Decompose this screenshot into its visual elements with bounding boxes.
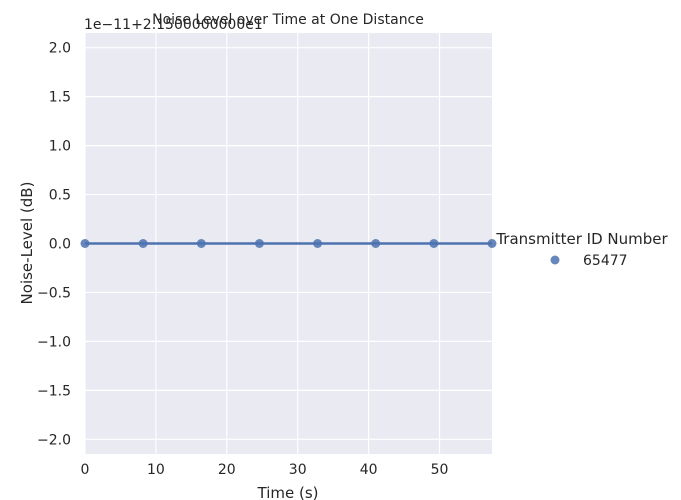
- legend-label: 65477: [583, 253, 628, 269]
- y-tick-label: 0.0: [49, 237, 71, 253]
- y-tick-label: 1.5: [49, 90, 71, 106]
- y-offset-label: 1e−11+2.1500000000e1: [84, 17, 263, 33]
- data-point: [254, 239, 264, 248]
- y-tick-labels: 2.0 1.5 1.0 0.5 0.0 −0.5 −1.0 −1.5 −2.0: [37, 41, 71, 449]
- x-tick-label: 50: [431, 462, 449, 478]
- x-tick-label: 40: [360, 462, 378, 478]
- x-tick-label: 30: [289, 462, 307, 478]
- x-tick-label: 20: [218, 462, 236, 478]
- x-axis-label: Time (s): [257, 484, 319, 500]
- y-tick-label: −1.0: [37, 334, 71, 350]
- y-tick-label: −0.5: [37, 285, 71, 301]
- data-point: [429, 239, 439, 248]
- y-tick-label: −2.0: [37, 432, 71, 448]
- data-point: [80, 239, 90, 248]
- data-point: [487, 239, 497, 248]
- x-tick-label: 0: [81, 462, 90, 478]
- data-point: [313, 239, 323, 248]
- y-tick-label: 1.0: [49, 139, 71, 155]
- x-tick-labels: 0 10 20 30 40 50: [81, 462, 449, 478]
- x-tick-label: 10: [147, 462, 165, 478]
- series-layer: [80, 239, 497, 248]
- legend-marker: [550, 255, 560, 265]
- data-point: [371, 239, 381, 248]
- y-axis-label: Noise-Level (dB): [18, 182, 36, 305]
- y-tick-label: −1.5: [37, 383, 71, 399]
- legend: Transmitter ID Number 65477: [495, 230, 668, 269]
- data-point: [138, 239, 148, 248]
- y-tick-label: 2.0: [49, 41, 71, 57]
- legend-title: Transmitter ID Number: [495, 230, 668, 248]
- y-tick-label: 0.5: [49, 188, 71, 204]
- data-point: [196, 239, 206, 248]
- chart-title: Noise Level over Time at One Distance: [152, 12, 424, 28]
